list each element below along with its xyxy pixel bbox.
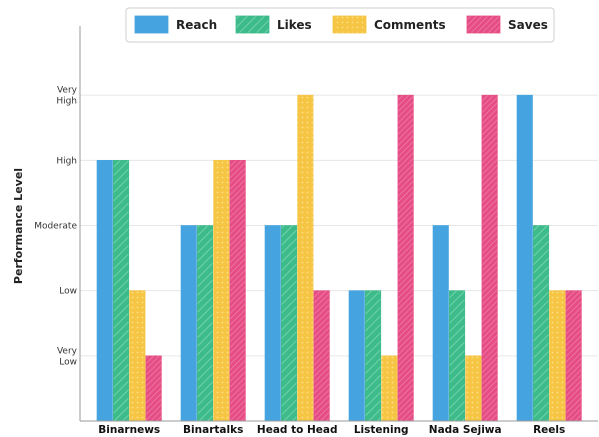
y-tick-label: Very [57, 346, 78, 356]
legend-label-reach: Reach [176, 18, 217, 32]
bar-saves-nada-sejiwa [481, 94, 498, 422]
bar-comments-listening [381, 355, 398, 422]
y-axis-label: Performance Level [12, 168, 25, 284]
axes [79, 26, 598, 422]
y-tick-label: Low [59, 287, 77, 297]
y-tick-label: High [56, 97, 77, 107]
x-tick-labels: Binarnews Binartalks Head to Head Listening… [98, 424, 565, 436]
legend-label-likes: Likes [277, 18, 312, 32]
x-tick-label: Binarnews [98, 424, 160, 436]
bar-comments-nada-sejiwa [465, 355, 482, 422]
x-tick-label: Head to Head [257, 424, 338, 436]
legend-label-comments: Comments [374, 18, 446, 32]
bar-likes-binartalks [197, 225, 214, 422]
bar-reach-nada-sejiwa [432, 225, 449, 422]
legend-swatch-likes [235, 15, 270, 34]
bar-comments-binarnews [129, 290, 146, 422]
bar-likes-reels [532, 225, 550, 422]
bar-reach-head-to-head [264, 225, 281, 422]
gridlines [80, 94, 598, 357]
bar-likes-head-to-head [280, 225, 298, 422]
bar-saves-reels [565, 290, 582, 422]
bars [96, 94, 582, 422]
bar-likes-nada-sejiwa [448, 290, 466, 422]
y-tick-label: Moderate [34, 222, 77, 232]
y-tick-label: Very [57, 86, 78, 96]
y-tick-label: Low [59, 357, 77, 367]
bar-saves-listening [397, 94, 414, 422]
bar-likes-binarnews [113, 160, 130, 422]
bar-saves-binartalks [229, 160, 246, 422]
bar-comments-reels [549, 290, 566, 422]
bar-reach-listening [348, 290, 365, 422]
bar-saves-head-to-head [313, 290, 330, 422]
bar-comments-head-to-head [297, 94, 314, 422]
legend-swatch-comments [332, 15, 367, 34]
legend: Reach Likes Comments Saves [125, 7, 555, 43]
x-tick-label: Nada Sejiwa [429, 424, 502, 436]
legend-label-saves: Saves [508, 18, 548, 32]
bar-likes-listening [364, 290, 382, 422]
bar-reach-reels [516, 94, 533, 422]
x-tick-label: Listening [354, 424, 409, 436]
bar-saves-binarnews [145, 355, 162, 422]
x-tick-label: Binartalks [183, 424, 243, 436]
x-tick-label: Reels [533, 424, 565, 436]
bar-comments-binartalks [213, 160, 230, 422]
bar-reach-binarnews [96, 160, 113, 422]
bar-reach-binartalks [180, 225, 197, 422]
legend-swatch-reach [134, 15, 169, 34]
y-tick-label: High [56, 156, 77, 166]
legend-swatch-saves [466, 15, 501, 34]
